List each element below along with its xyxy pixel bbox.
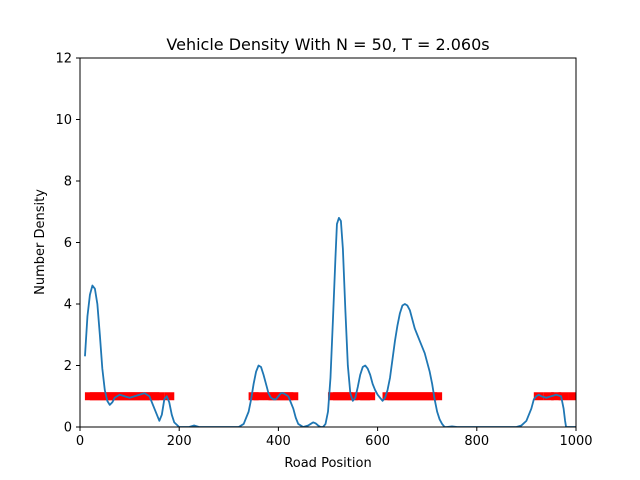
x-tick-label: 200	[167, 434, 192, 449]
vehicle-marker	[288, 392, 299, 401]
y-tick-label: 6	[64, 236, 72, 251]
x-tick-label: 0	[76, 434, 84, 449]
y-tick-label: 10	[55, 113, 72, 128]
vehicle-marker	[533, 392, 544, 401]
density-line	[84, 216, 576, 427]
y-tick-label: 4	[64, 298, 72, 313]
vehicle-marker	[551, 392, 562, 401]
vehicle-marker	[347, 392, 358, 401]
x-tick-label: 1000	[559, 434, 592, 449]
y-tick-label: 12	[55, 52, 72, 67]
y-axis-label: Number Density	[33, 189, 48, 295]
vehicle-marker	[164, 392, 175, 401]
x-axis-label: Road Position	[284, 456, 371, 471]
axes-layer: 0 200 400 600 800 1000 0 2 4 6 8 10 12	[55, 52, 592, 450]
vehicle-marker	[432, 392, 443, 401]
vehicle-marker	[568, 392, 576, 401]
plot-layer	[84, 216, 576, 427]
chart-title: Vehicle Density With N = 50, T = 2.060s	[166, 35, 489, 54]
vehicle-marker	[558, 392, 569, 401]
vehicle-marker	[365, 392, 376, 401]
plot-area	[84, 216, 576, 427]
x-tick-label: 600	[365, 434, 390, 449]
y-tick-label: 8	[64, 175, 72, 190]
y-tick-label: 2	[64, 359, 72, 374]
vehicle-marker	[154, 392, 165, 401]
x-tick-label: 400	[266, 434, 291, 449]
vehicle-marker	[253, 392, 264, 401]
x-tick-label: 800	[464, 434, 489, 449]
y-tick-label: 0	[64, 421, 72, 436]
